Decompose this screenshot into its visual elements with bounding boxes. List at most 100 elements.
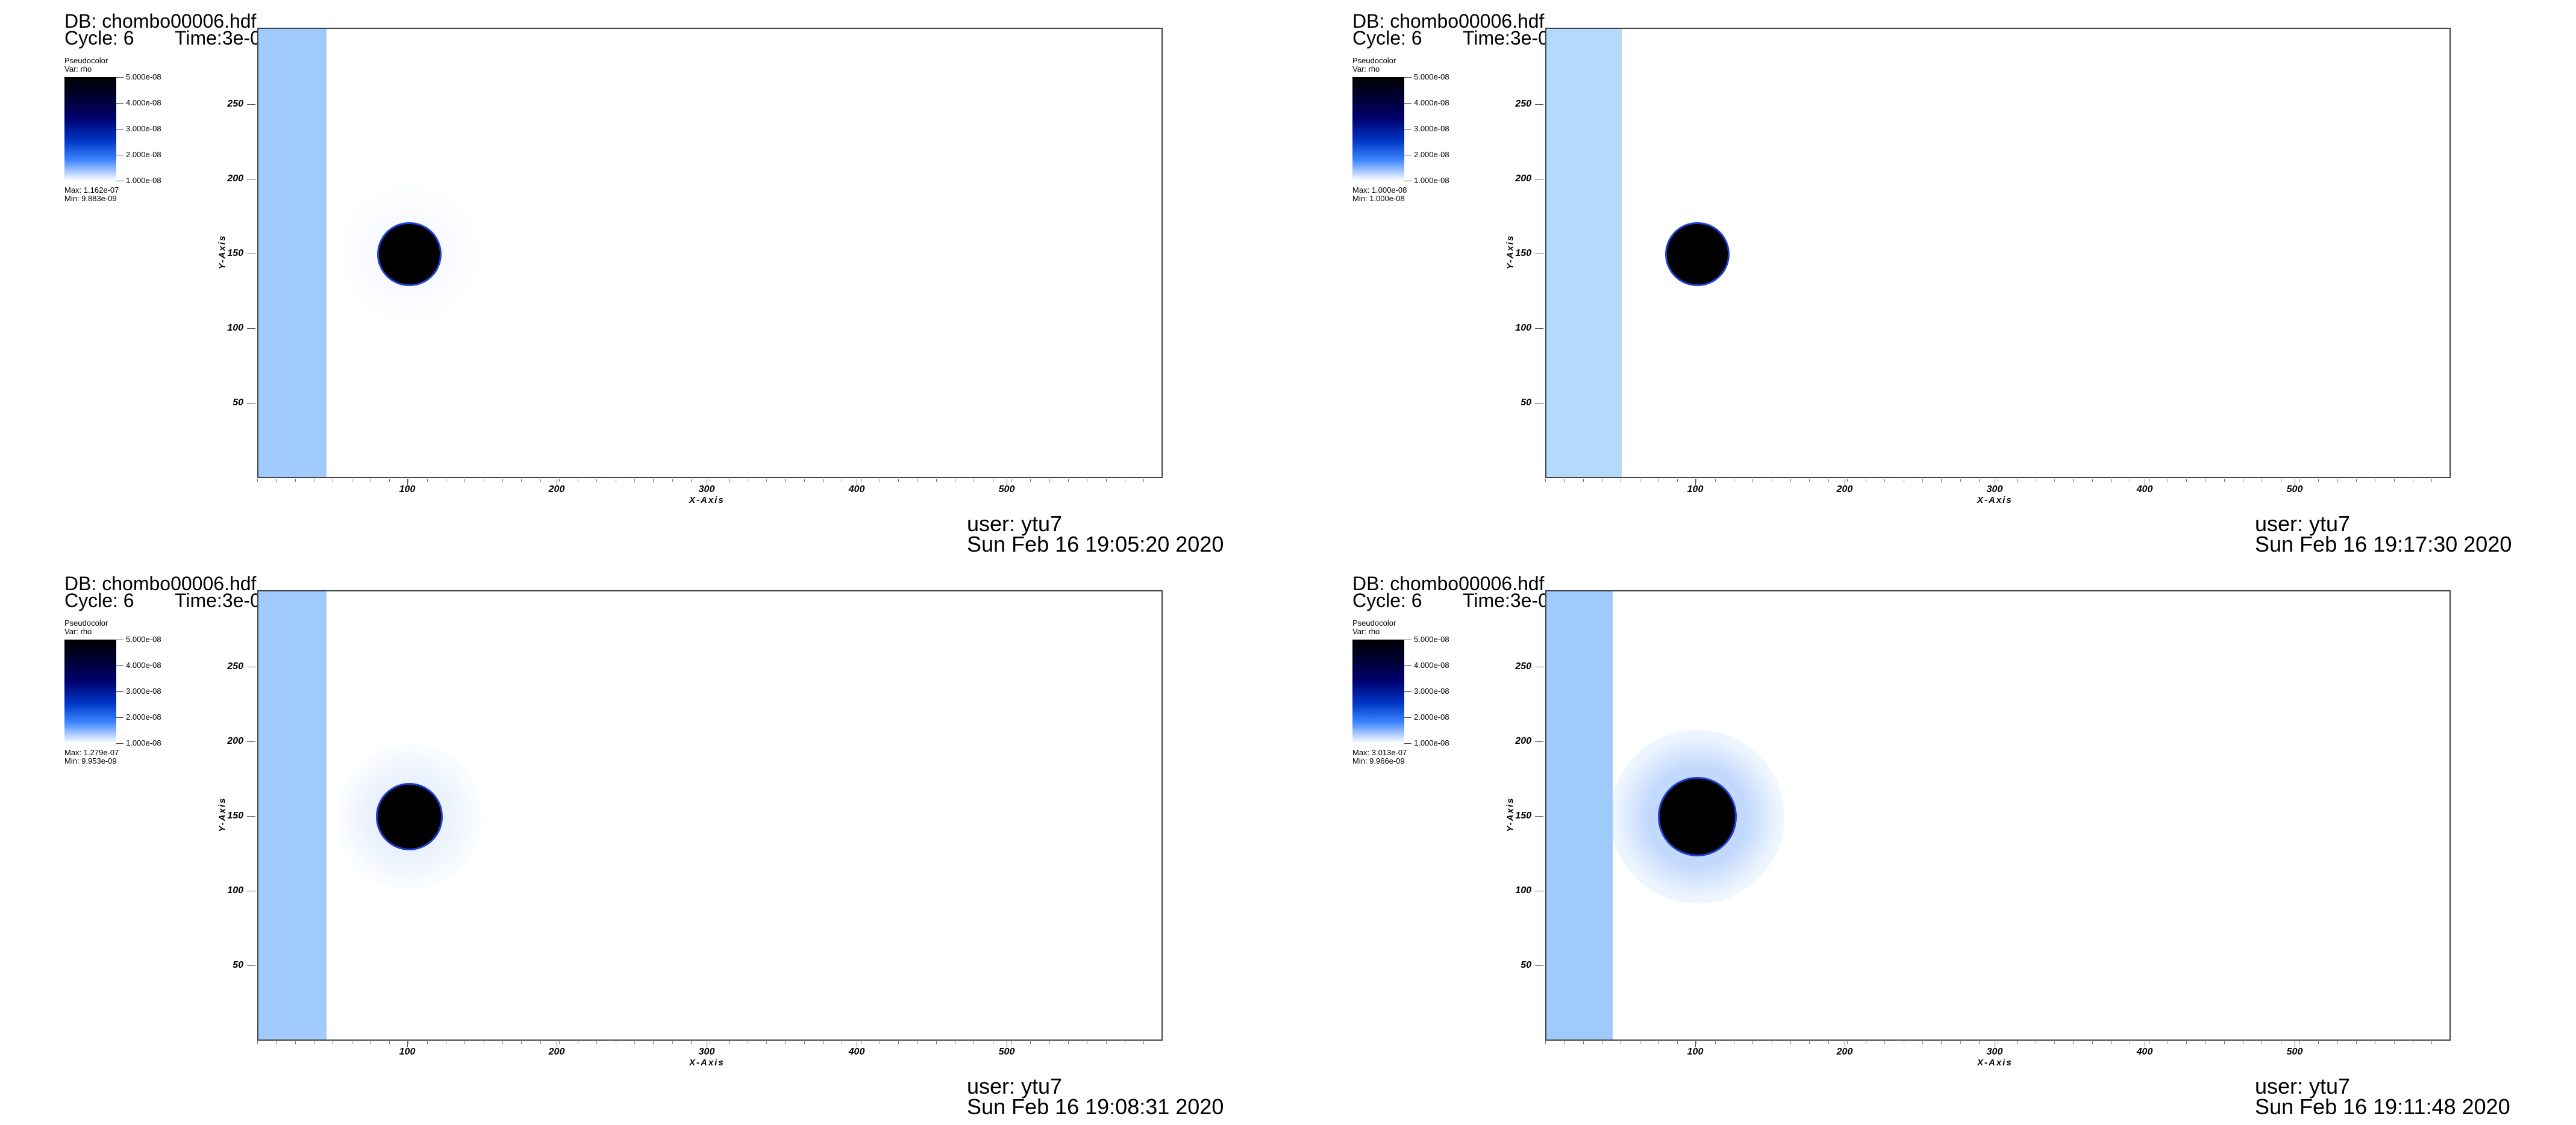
visit-panel-1: DB: chombo00006.hdf Cycle: 6 Time:3e-06 …: [0, 0, 1288, 562]
database-label: DB: chombo00006.hdf: [1352, 10, 1545, 32]
colorbar: [1352, 640, 1404, 743]
legend-max: Max: 1.279e-07: [64, 748, 119, 757]
x-minor-tick: [502, 1041, 503, 1044]
x-minor-tick: [521, 479, 522, 482]
boundary-strip: [258, 29, 327, 477]
legend-tick-label: 4.000e-08: [126, 98, 161, 107]
x-minor-tick: [1978, 1041, 1980, 1044]
colorbar: [1352, 77, 1404, 181]
x-minor-tick: [634, 1041, 635, 1044]
y-tick-label: 200: [227, 736, 243, 746]
time-label: Time:3e-06: [1463, 27, 1560, 49]
x-minor-tick: [1752, 479, 1754, 482]
legend-tick-label: 1.000e-08: [126, 738, 161, 747]
legend-tick-label: 2.000e-08: [1414, 712, 1449, 721]
x-minor-tick: [728, 1041, 730, 1044]
x-minor-tick: [1068, 479, 1069, 482]
x-tick-label: 300: [1986, 1047, 2003, 1057]
x-minor-tick: [276, 1041, 277, 1044]
database-label: DB: chombo00006.hdf: [64, 573, 257, 594]
x-minor-tick: [295, 1041, 296, 1044]
x-minor-tick: [464, 479, 466, 482]
x-minor-tick: [1658, 479, 1659, 482]
x-minor-tick: [785, 1041, 786, 1044]
x-tick-label: 200: [1836, 484, 1853, 494]
x-minor-tick: [2224, 479, 2225, 482]
y-tick-label: 250: [227, 661, 243, 672]
legend-tick-mark: [1404, 691, 1411, 692]
timestamp-label: Sun Feb 16 19:08:31 2020: [967, 1094, 1224, 1119]
time-label: Time:3e-06: [175, 27, 272, 49]
x-tick-label: 300: [1986, 484, 2003, 494]
legend-plot-type: Pseudocolor: [64, 56, 108, 65]
x-minor-tick: [389, 479, 390, 482]
x-minor-tick: [1790, 479, 1791, 482]
x-minor-tick: [1828, 1041, 1829, 1044]
legend-max: Max: 1.162e-07: [64, 185, 119, 195]
x-minor-tick: [2186, 1041, 2187, 1044]
x-axis-label: X-Axis: [1977, 495, 2013, 505]
legend-tick-label: 3.000e-08: [1414, 124, 1449, 133]
cycle-label: Cycle: 6: [1352, 590, 1422, 611]
colorbar: [64, 77, 116, 181]
legend-tick-mark: [1404, 77, 1411, 78]
x-minor-tick: [1809, 1041, 1810, 1044]
x-minor-tick: [2073, 1041, 2074, 1044]
legend-variable: Var: rho: [1352, 64, 1380, 73]
legend-tick-label: 4.000e-08: [1414, 98, 1449, 107]
plot-area: [1545, 590, 2451, 1041]
x-minor-tick: [540, 1041, 541, 1044]
cycle-label: Cycle: 6: [64, 590, 134, 611]
x-minor-tick: [276, 479, 277, 482]
x-tick-label: 100: [399, 484, 416, 494]
x-axis-label: X-Axis: [689, 1058, 725, 1068]
boundary-strip: [1546, 591, 1613, 1039]
boundary-strip: [258, 591, 327, 1039]
user-label: user: ytu7: [967, 1074, 1063, 1099]
x-minor-tick: [1545, 479, 1546, 482]
x-minor-tick: [540, 479, 541, 482]
x-minor-tick: [2431, 1041, 2433, 1044]
plot-area: [257, 590, 1163, 1041]
x-minor-tick: [672, 1041, 673, 1044]
x-minor-tick: [1884, 1041, 1886, 1044]
x-tick-mark: [1695, 479, 1696, 485]
x-tick-label: 400: [2136, 1047, 2153, 1057]
x-minor-tick: [2224, 1041, 2225, 1044]
y-tick-mark: [247, 104, 255, 105]
x-tick-label: 200: [1836, 1047, 1853, 1057]
x-minor-tick: [1011, 479, 1012, 482]
x-tick-label: 500: [2286, 1047, 2303, 1057]
legend-tick-label: 5.000e-08: [1414, 635, 1449, 644]
legend-tick-mark: [1404, 103, 1411, 104]
y-tick-label: 100: [1515, 885, 1531, 896]
x-minor-tick: [596, 1041, 598, 1044]
legend-tick-label: 3.000e-08: [126, 687, 161, 696]
x-minor-tick: [2318, 479, 2319, 482]
legend-min: Min: 9.883e-09: [64, 194, 117, 203]
x-minor-tick: [1658, 1041, 1659, 1044]
x-minor-tick: [1030, 479, 1031, 482]
legend-tick-mark: [1404, 665, 1411, 666]
x-minor-tick: [1941, 1041, 1942, 1044]
legend-tick-mark: [116, 691, 123, 692]
x-minor-tick: [1960, 479, 1961, 482]
legend-tick-label: 2.000e-08: [126, 712, 161, 721]
legend-tick-label: 5.000e-08: [126, 635, 161, 644]
x-minor-tick: [2337, 479, 2338, 482]
legend-tick-label: 4.000e-08: [126, 661, 161, 670]
legend-tick-label: 2.000e-08: [1414, 150, 1449, 159]
x-minor-tick: [2299, 479, 2300, 482]
x-minor-tick: [690, 1041, 692, 1044]
x-minor-tick: [389, 1041, 390, 1044]
x-minor-tick: [502, 479, 503, 482]
legend-plot-type: Pseudocolor: [1352, 619, 1396, 628]
x-minor-tick: [2016, 479, 2018, 482]
x-minor-tick: [2092, 479, 2093, 482]
x-minor-tick: [1049, 479, 1050, 482]
x-minor-tick: [1922, 479, 1923, 482]
x-minor-tick: [1143, 1041, 1145, 1044]
y-tick-label: 50: [233, 397, 243, 408]
legend-tick-label: 1.000e-08: [1414, 738, 1449, 747]
y-axis-label: Y-Axis: [217, 234, 228, 270]
